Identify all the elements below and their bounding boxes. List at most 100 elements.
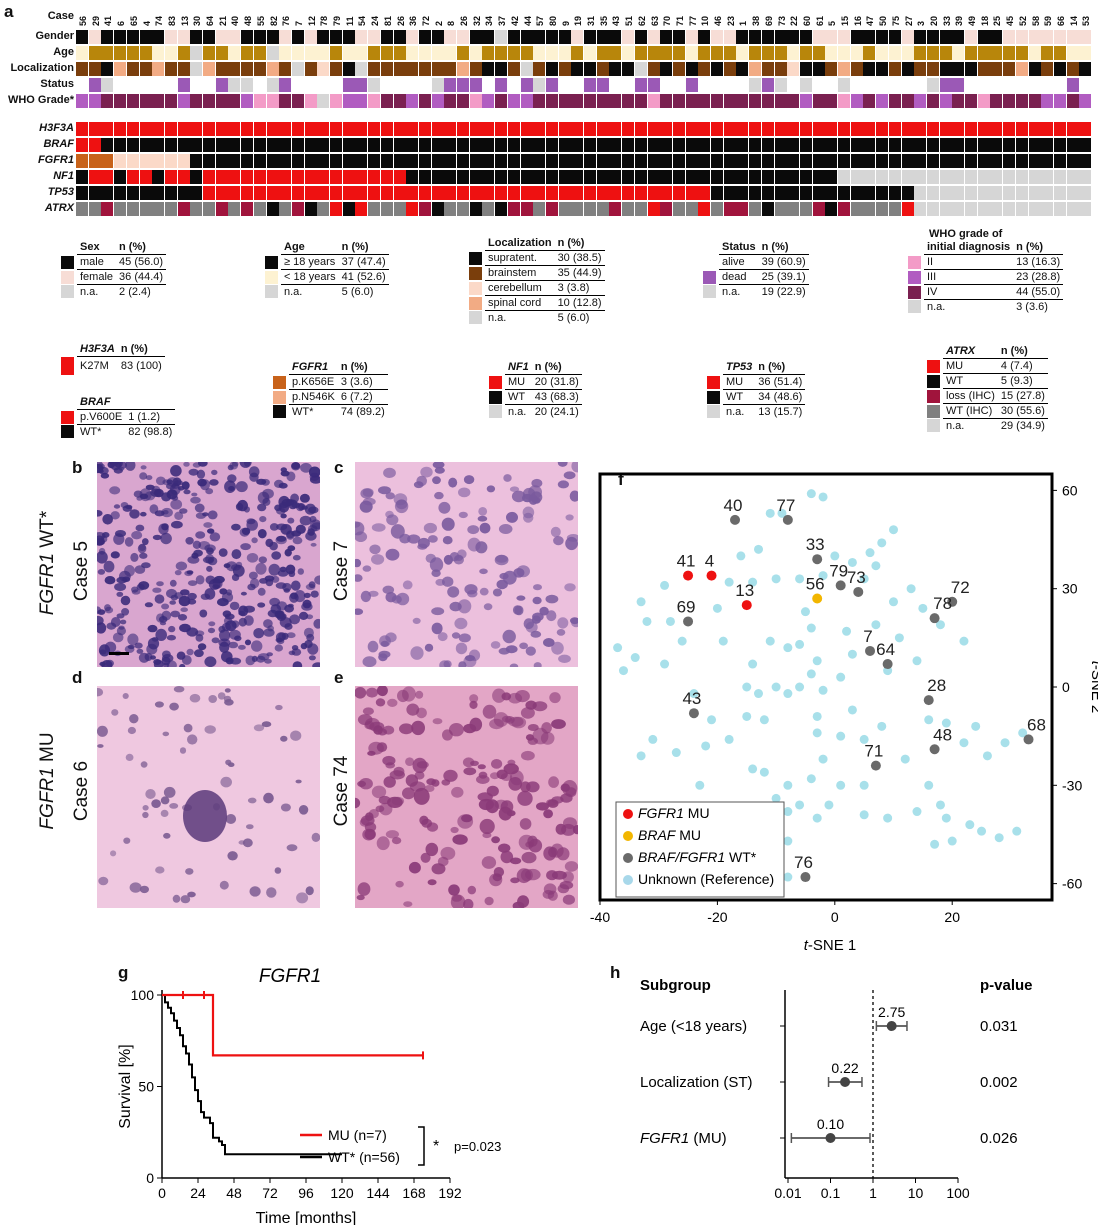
panel-letter-f: f	[618, 470, 624, 489]
oncoprint-cell	[634, 78, 647, 92]
oncoprint-cell	[342, 122, 355, 136]
oncoprint-cell	[444, 170, 457, 184]
case-id: 34	[484, 15, 495, 26]
oncoprint-cell	[990, 186, 1003, 200]
oncoprint-cell	[647, 94, 660, 108]
oncoprint-cell	[330, 170, 342, 184]
oncoprint-cell	[164, 78, 177, 92]
oncoprint-cell	[647, 46, 660, 60]
oncoprint-cell	[76, 202, 88, 216]
oncoprint-cell	[380, 138, 393, 152]
oncoprint-cell	[888, 186, 901, 200]
oncoprint-cell	[799, 62, 812, 76]
oncoprint-cell	[609, 154, 622, 168]
oncoprint-cell	[380, 202, 393, 216]
reference-point	[894, 633, 904, 643]
y-axis-label: t-SNE 2	[1088, 661, 1098, 714]
oncoprint-cell	[660, 122, 673, 136]
oncoprint-cell	[977, 138, 990, 152]
oncoprint-cell	[749, 62, 762, 76]
oncoprint-cell	[672, 122, 685, 136]
oncoprint-cell	[596, 94, 609, 108]
oncoprint-cell	[444, 78, 457, 92]
reference-point	[818, 685, 828, 695]
oncoprint-cell	[863, 170, 876, 184]
oncoprint-cell	[990, 30, 1003, 44]
oncoprint-cell	[330, 78, 342, 92]
case-id: 22	[789, 15, 800, 26]
oncoprint-cell	[152, 138, 165, 152]
oncoprint-cell	[507, 154, 520, 168]
legend-label: BRAF MU	[638, 827, 701, 843]
oncoprint-cell	[850, 154, 863, 168]
case-id: 23	[725, 15, 736, 26]
oncoprint-cell	[164, 30, 177, 44]
sample-point	[812, 554, 823, 565]
oncoprint-cell	[914, 122, 927, 136]
subgroup-label: Age (<18 years)	[640, 1018, 747, 1035]
oncoprint-cell	[1003, 46, 1016, 60]
oncoprint-cell	[457, 138, 469, 152]
oncoprint-cell	[825, 94, 838, 108]
y-tick-label: -60	[1062, 876, 1082, 892]
oncoprint-cell	[1041, 30, 1054, 44]
x-tick-label: 48	[226, 1185, 242, 1201]
oncoprint-cell	[799, 138, 812, 152]
legend-nf1: NF1 n (%) MU 20 (31.8) WT 43 (68.3) n.a. 20 …	[486, 360, 582, 419]
reference-point	[847, 557, 857, 567]
oncoprint-cell	[609, 46, 622, 60]
oncoprint-cell	[279, 94, 292, 108]
oncoprint-cell	[1053, 62, 1066, 76]
oncoprint-cell	[215, 186, 228, 200]
case-id: 61	[814, 15, 825, 26]
case-id: 83	[166, 15, 177, 26]
oncoprint-cell	[850, 202, 863, 216]
oncoprint-cell	[787, 94, 800, 108]
oncoprint-cell	[228, 138, 241, 152]
oncoprint-cell	[723, 202, 736, 216]
oncoprint-cell	[330, 30, 342, 44]
oncoprint-cell	[507, 122, 520, 136]
legend-label: FGFR1 MU	[638, 805, 710, 821]
reference-point	[818, 492, 828, 502]
oncoprint-cell	[88, 154, 101, 168]
oncoprint-cell	[685, 170, 698, 184]
panel-letter-c: c	[334, 458, 344, 477]
oncoprint-cell	[1079, 154, 1092, 168]
oncoprint-cell	[609, 30, 622, 44]
oncoprint-cell	[787, 62, 800, 76]
oncoprint-cell	[1003, 186, 1016, 200]
oncoprint-cell	[952, 62, 965, 76]
oncoprint-cell	[291, 46, 304, 60]
oncoprint-cell	[647, 62, 660, 76]
oncoprint-cell	[406, 170, 419, 184]
oncoprint-cell	[609, 62, 622, 76]
oncoprint-cell	[114, 46, 127, 60]
oncoprint-cell	[266, 202, 279, 216]
oncoprint-cell	[558, 138, 571, 152]
reference-point	[783, 643, 793, 653]
reference-point	[959, 738, 969, 748]
reference-point	[618, 666, 628, 676]
oncoprint-cell	[723, 122, 736, 136]
sample-label: 33	[806, 535, 825, 554]
oncoprint-cell	[266, 30, 279, 44]
oncoprint-cell	[711, 46, 723, 60]
oncoprint-cell	[888, 30, 901, 44]
oncoprint-cell	[558, 122, 571, 136]
oncoprint-cell	[215, 46, 228, 60]
oncoprint-cell	[749, 122, 762, 136]
oncoprint-cell	[1066, 138, 1079, 152]
oncoprint-cell	[190, 186, 203, 200]
oncoprint-cell	[584, 94, 596, 108]
sample-point	[929, 613, 940, 624]
oncoprint-cell	[876, 62, 889, 76]
oncoprint-cell	[291, 62, 304, 76]
oncoprint-cell	[622, 138, 635, 152]
oncoprint-cell	[393, 62, 406, 76]
row-label-fgfr1-wt: FGFR1 WT*	[37, 510, 58, 616]
oncoprint-cell	[266, 46, 279, 60]
oncoprint-cell	[190, 122, 203, 136]
oncoprint-cell	[304, 30, 317, 44]
oncoprint-cell	[876, 30, 889, 44]
